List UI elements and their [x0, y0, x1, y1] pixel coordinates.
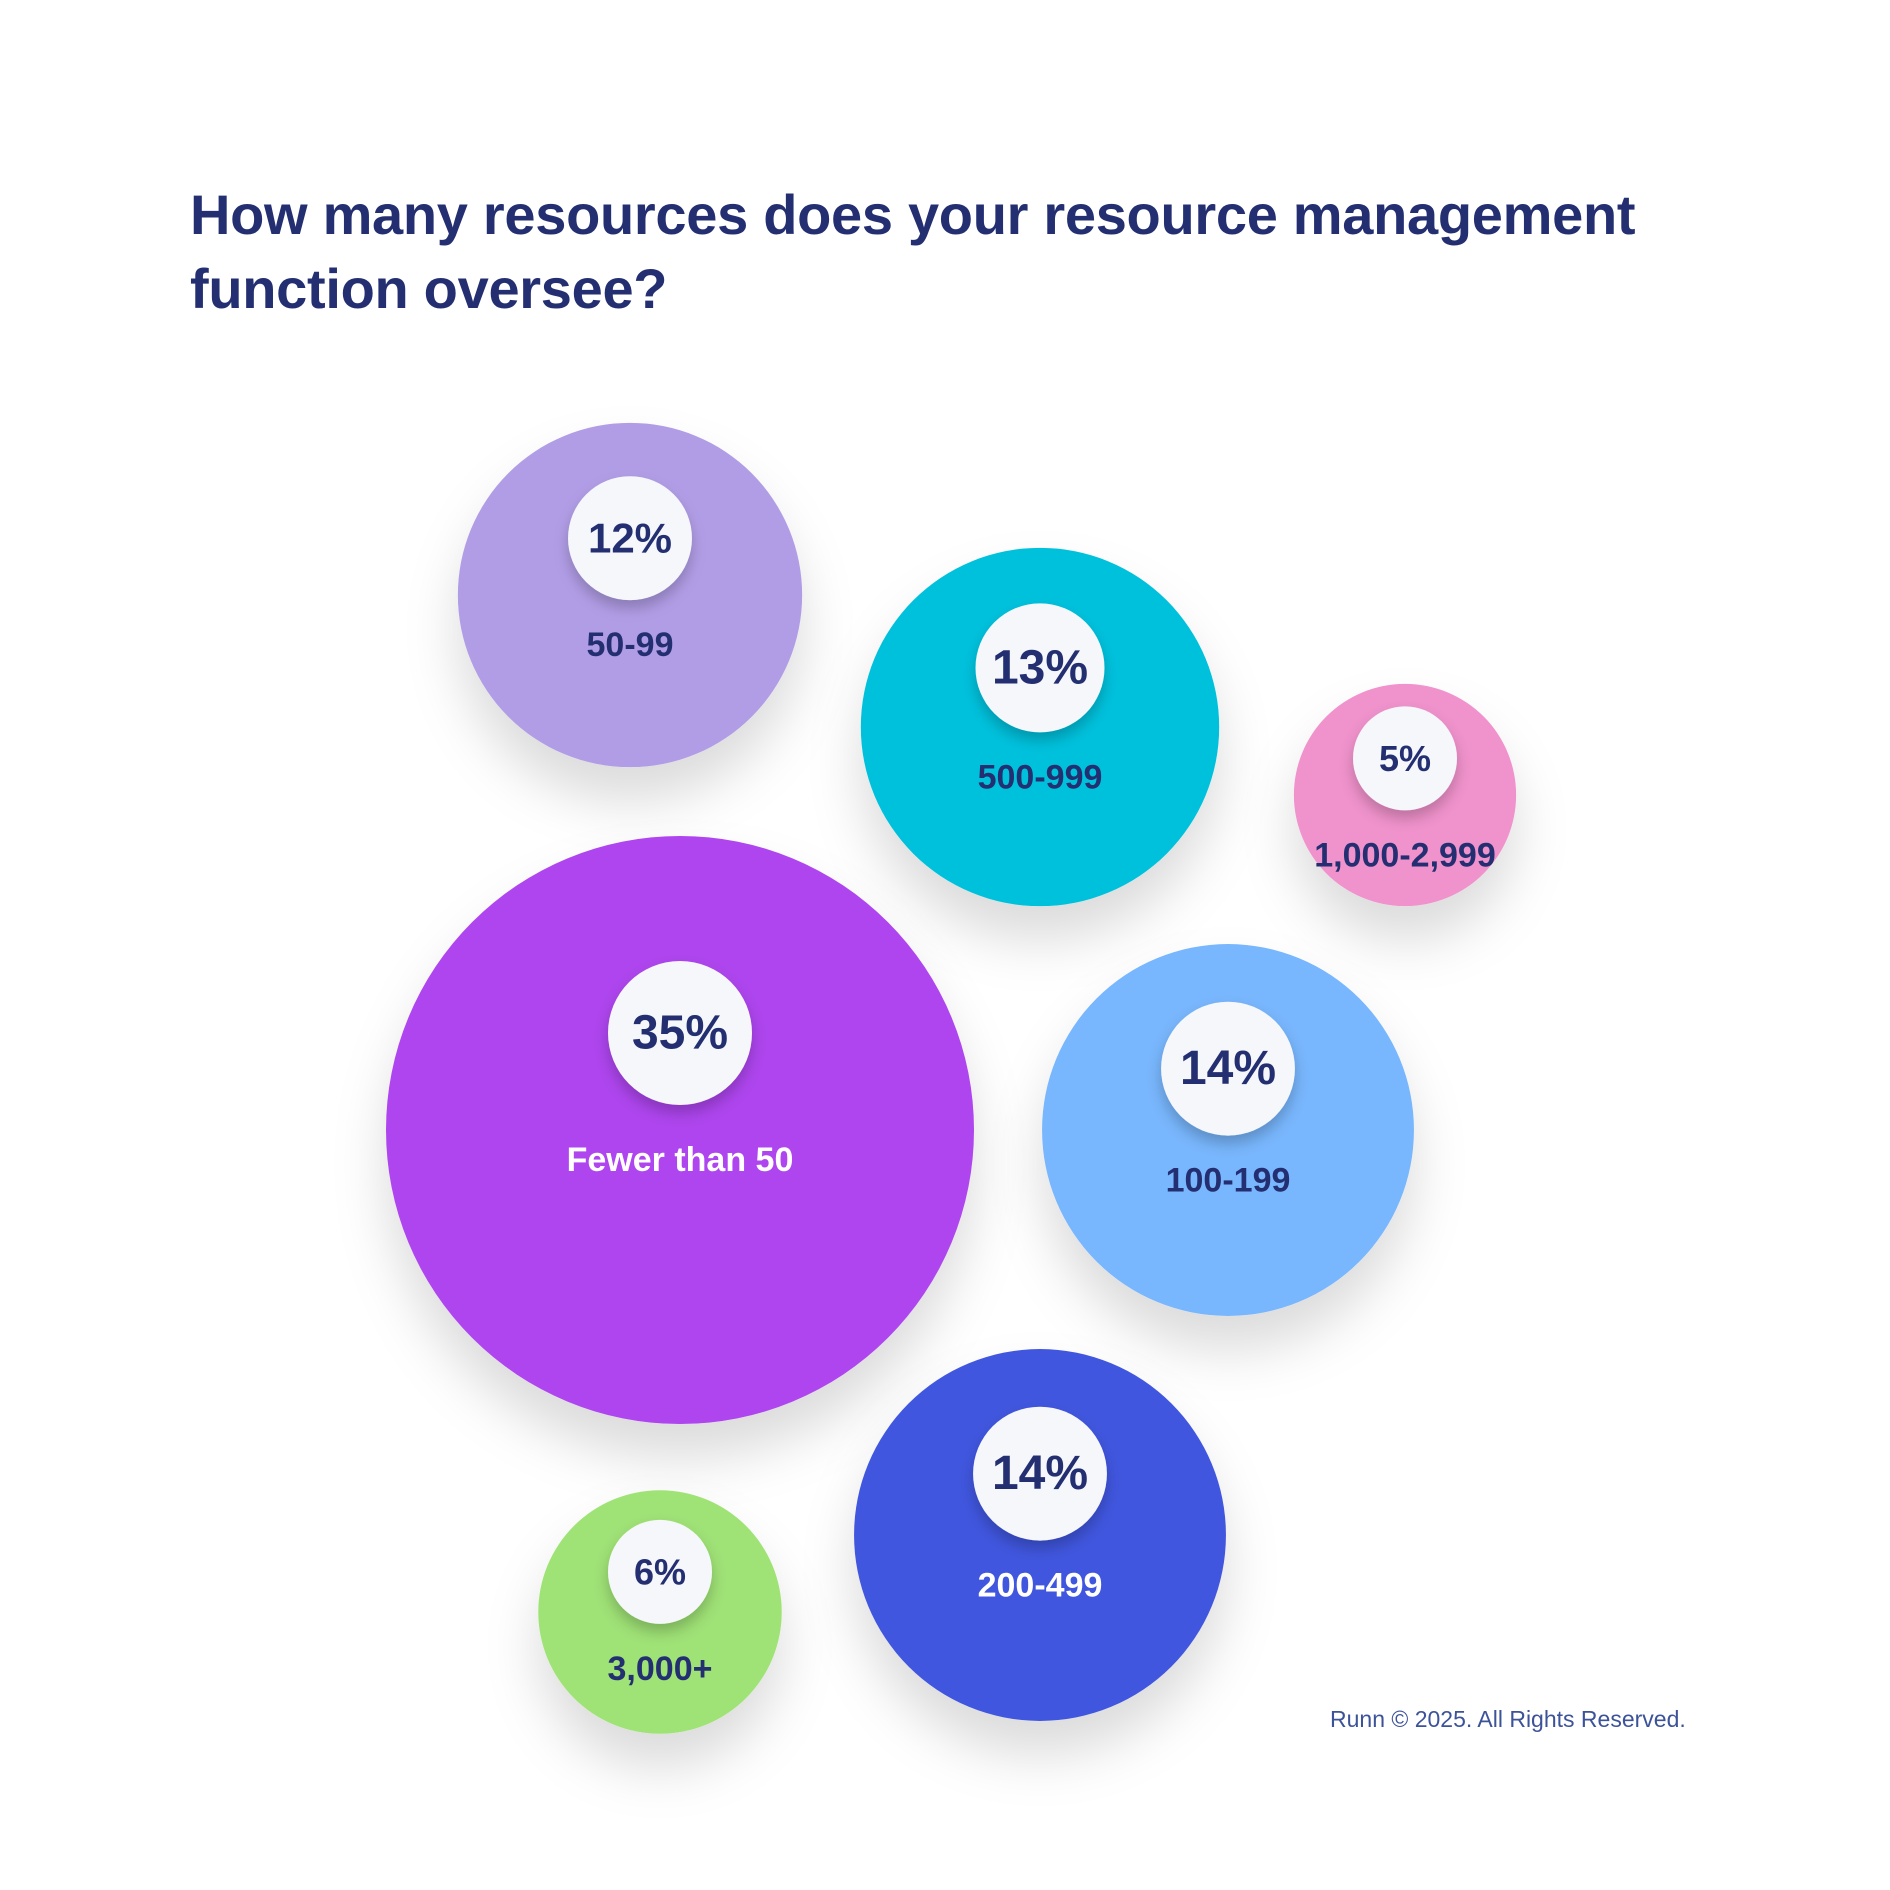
- bubble-50-99: 12% 50-99: [457, 422, 803, 768]
- bubble-layer: 12% 50-99 13% 500-999 5% 1,000-2,999 35% Fewer …: [386, 422, 1517, 1734]
- bubble-circle-fewer-than-50: [386, 836, 974, 1424]
- value-badge-200-499: [973, 1406, 1107, 1541]
- value-label-3-000: 6%: [634, 1551, 686, 1592]
- chart-title-line-2: function oversee?: [190, 257, 668, 320]
- bubble-fewer-than-50: 35% Fewer than 50: [386, 836, 974, 1424]
- value-label-1-000-2-999: 5%: [1379, 738, 1431, 779]
- bubble-3-000: 6% 3,000+: [538, 1490, 782, 1734]
- bubble-200-499: 14% 200-499: [854, 1349, 1226, 1721]
- bubble-1-000-2-999: 5% 1,000-2,999: [1293, 683, 1517, 907]
- category-label-fewer-than-50: Fewer than 50: [567, 1141, 794, 1179]
- chart-title: How many resources does your resource ma…: [190, 178, 1690, 326]
- value-badge-50-99: [568, 476, 692, 601]
- value-badge-100-199: [1161, 1001, 1295, 1136]
- category-label-1-000-2-999: 1,000-2,999: [1314, 836, 1496, 874]
- category-label-200-499: 200-499: [978, 1567, 1103, 1605]
- value-label-fewer-than-50: 35%: [632, 1006, 728, 1059]
- chart-title-line-1: How many resources does your resource ma…: [190, 183, 1636, 246]
- bubble-500-999: 13% 500-999: [860, 547, 1220, 907]
- value-badge-1-000-2-999: [1353, 706, 1457, 811]
- bubble-100-199: 14% 100-199: [1042, 944, 1414, 1316]
- category-label-100-199: 100-199: [1166, 1162, 1291, 1200]
- value-label-500-999: 13%: [992, 641, 1088, 694]
- category-label-500-999: 500-999: [978, 758, 1103, 796]
- value-label-200-499: 14%: [992, 1447, 1088, 1500]
- copyright-notice: Runn © 2025. All Rights Reserved.: [1330, 1706, 1686, 1732]
- category-label-3-000: 3,000+: [608, 1650, 713, 1688]
- value-badge-3-000: [608, 1519, 712, 1624]
- value-badge-500-999: [975, 603, 1105, 733]
- category-label-50-99: 50-99: [587, 626, 674, 664]
- value-label-100-199: 14%: [1180, 1042, 1276, 1095]
- value-label-50-99: 12%: [588, 515, 672, 562]
- value-badge-fewer-than-50: [608, 960, 752, 1105]
